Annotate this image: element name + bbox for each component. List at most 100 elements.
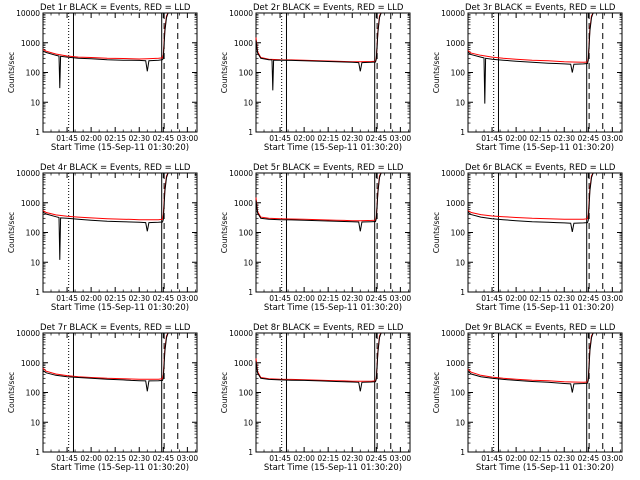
y-tick-label: 100 <box>451 229 466 238</box>
y-tick-label: 1000 <box>446 39 465 48</box>
series-black-line <box>467 332 622 393</box>
series-black-line <box>255 172 410 232</box>
series-black-line <box>255 12 410 91</box>
x-tick-label: 02:15 <box>104 454 126 463</box>
y-tick-label: 1000 <box>234 199 253 208</box>
y-tick-label: 1 <box>248 288 253 297</box>
panel-title: Det 6r BLACK = Events, RED = LLD <box>465 163 616 173</box>
x-tick-label: 02:30 <box>553 134 575 143</box>
y-axis-label: Counts/sec <box>432 212 441 253</box>
x-tick-label: 02:45 <box>578 294 600 303</box>
y-tick-label: 1000 <box>21 359 40 368</box>
x-tick-label: 03:00 <box>390 454 412 463</box>
y-tick-label: 10 <box>243 418 253 427</box>
y-tick-label: 10000 <box>229 329 253 338</box>
y-axis-label: Counts/sec <box>7 212 16 253</box>
x-tick-label: 02:00 <box>293 294 315 303</box>
y-tick-label: 100 <box>26 389 41 398</box>
panel-title: Det 7r BLACK = Events, RED = LLD <box>40 323 191 333</box>
y-tick-label: 10 <box>455 418 465 427</box>
x-tick-label: 01:45 <box>269 454 291 463</box>
y-tick-label: 10000 <box>16 169 40 178</box>
series-red-line <box>255 332 410 382</box>
y-tick-label: 100 <box>26 69 41 78</box>
plot-frame <box>255 332 411 453</box>
plot-frame <box>42 12 198 133</box>
series-red-line <box>42 12 197 60</box>
x-tick-label: 03:00 <box>602 134 624 143</box>
series-red-line <box>42 332 197 380</box>
panel-title: Det 3r BLACK = Events, RED = LLD <box>465 3 616 13</box>
y-tick-label: 1 <box>35 288 40 297</box>
series-red-line <box>467 12 622 63</box>
x-axis-label: Start Time (15-Sep-11 01:30:20) <box>264 143 402 153</box>
x-tick-label: 02:15 <box>529 454 551 463</box>
x-tick-label: 02:00 <box>505 134 527 143</box>
y-tick-label: 1 <box>460 448 465 457</box>
series-red-line <box>467 332 622 383</box>
x-tick-label: 02:15 <box>529 134 551 143</box>
panel-8: 1 10 100 1000 10000 01:45 02:00 02:15 02:30 02:45… <box>220 323 411 473</box>
series-black-line <box>467 12 622 104</box>
y-tick-label: 100 <box>26 229 41 238</box>
y-tick-label: 10 <box>30 418 40 427</box>
panel-1: 1 10 100 1000 10000 01:45 02:00 02:15 02:30 02:45… <box>7 3 198 153</box>
panel-7: 1 10 100 1000 10000 01:45 02:00 02:15 02:30 02:45… <box>7 323 198 473</box>
y-axis-label: Counts/sec <box>7 372 16 413</box>
y-tick-label: 1 <box>35 128 40 137</box>
y-axis-label: Counts/sec <box>220 52 229 93</box>
series-red-line <box>467 172 622 220</box>
y-tick-label: 1000 <box>234 359 253 368</box>
x-tick-label: 02:00 <box>505 294 527 303</box>
x-tick-label: 02:00 <box>293 134 315 143</box>
panel-4: 1 10 100 1000 10000 01:45 02:00 02:15 02:30 02:45… <box>7 163 198 313</box>
series-black-line <box>42 332 197 392</box>
x-tick-label: 02:00 <box>80 134 102 143</box>
series-black-line <box>467 172 622 232</box>
y-tick-label: 100 <box>239 389 254 398</box>
y-tick-label: 1000 <box>21 199 40 208</box>
y-tick-label: 1000 <box>446 359 465 368</box>
y-tick-label: 100 <box>239 69 254 78</box>
x-tick-label: 03:00 <box>390 294 412 303</box>
x-tick-label: 02:30 <box>341 134 363 143</box>
y-tick-label: 10000 <box>441 169 465 178</box>
x-tick-label: 02:45 <box>153 454 175 463</box>
panel-9: 1 10 100 1000 10000 01:45 02:00 02:15 02:30 02:45… <box>432 323 623 473</box>
x-tick-label: 03:00 <box>390 134 412 143</box>
x-tick-label: 02:45 <box>578 134 600 143</box>
x-tick-label: 01:45 <box>269 134 291 143</box>
plot-frame <box>467 12 623 133</box>
x-tick-label: 02:15 <box>104 294 126 303</box>
panel-2: 1 10 100 1000 10000 01:45 02:00 02:15 02:30 02:45… <box>220 3 411 153</box>
x-tick-label: 02:45 <box>153 134 175 143</box>
y-axis-label: Counts/sec <box>220 212 229 253</box>
series-black-line <box>255 332 410 392</box>
plot-frame <box>255 12 411 133</box>
y-tick-label: 100 <box>451 389 466 398</box>
y-tick-label: 10 <box>455 258 465 267</box>
panel-3: 1 10 100 1000 10000 01:45 02:00 02:15 02:30 02:45… <box>432 3 623 153</box>
x-tick-label: 03:00 <box>602 294 624 303</box>
y-tick-label: 10000 <box>16 329 40 338</box>
y-tick-label: 1000 <box>234 39 253 48</box>
panel-5: 1 10 100 1000 10000 01:45 02:00 02:15 02:30 02:45… <box>220 163 411 313</box>
x-tick-label: 01:45 <box>56 134 78 143</box>
x-tick-label: 02:30 <box>128 294 150 303</box>
y-tick-label: 1000 <box>21 39 40 48</box>
x-tick-label: 02:15 <box>317 134 339 143</box>
y-tick-label: 1 <box>248 128 253 137</box>
x-tick-label: 02:30 <box>341 294 363 303</box>
x-tick-label: 02:00 <box>80 294 102 303</box>
x-axis-label: Start Time (15-Sep-11 01:30:20) <box>51 143 189 153</box>
panel-title: Det 8r BLACK = Events, RED = LLD <box>253 323 404 333</box>
x-tick-label: 01:45 <box>481 134 503 143</box>
x-axis-label: Start Time (15-Sep-11 01:30:20) <box>476 463 614 473</box>
x-axis-label: Start Time (15-Sep-11 01:30:20) <box>476 303 614 313</box>
panel-title: Det 9r BLACK = Events, RED = LLD <box>465 323 616 333</box>
x-tick-label: 02:00 <box>293 454 315 463</box>
y-tick-label: 10 <box>30 98 40 107</box>
panel-title: Det 4r BLACK = Events, RED = LLD <box>40 163 191 173</box>
y-tick-label: 10000 <box>229 9 253 18</box>
